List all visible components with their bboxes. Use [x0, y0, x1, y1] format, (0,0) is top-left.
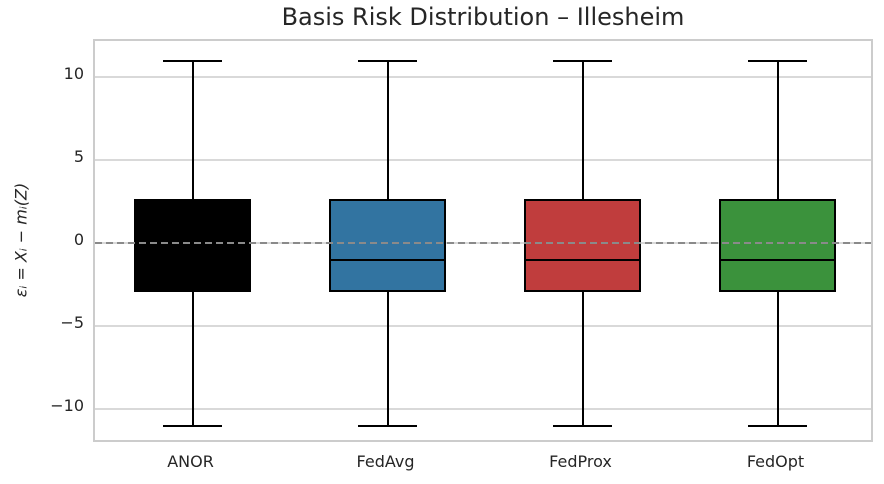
- whisker-cap-bottom: [553, 424, 612, 427]
- box-rect-ANOR: [134, 198, 251, 293]
- whisker-cap-bottom: [163, 424, 222, 427]
- y-tick-label: 10: [63, 64, 84, 84]
- plot-area: [93, 39, 873, 442]
- box-rect-FedProx: [524, 198, 641, 293]
- box-rect-FedAvg: [329, 198, 446, 293]
- gridline: [95, 159, 871, 162]
- chart-title: Basis Risk Distribution – Illesheim: [281, 3, 685, 31]
- y-tick-label: 0: [73, 230, 84, 250]
- box-rect-FedOpt: [719, 198, 836, 293]
- x-tick-label-FedOpt: FedOpt: [746, 452, 805, 471]
- whisker-cap-top: [553, 59, 612, 62]
- y-tick-label: −5: [60, 313, 84, 333]
- gridline: [95, 325, 871, 328]
- whisker-cap-bottom: [358, 424, 417, 427]
- gridline: [95, 76, 871, 79]
- median-line-FedProx: [524, 258, 641, 261]
- x-tick-label-FedProx: FedProx: [549, 452, 612, 471]
- zero-dashed-line: [95, 242, 871, 245]
- median-line-FedAvg: [329, 258, 446, 261]
- y-tick-label: 5: [73, 147, 84, 167]
- gridline: [95, 408, 871, 411]
- y-tick-label: −10: [50, 396, 84, 416]
- whisker-cap-top: [358, 59, 417, 62]
- whisker-cap-bottom: [748, 424, 807, 427]
- x-tick-label-ANOR: ANOR: [167, 452, 214, 471]
- median-line-ANOR: [134, 258, 251, 261]
- median-line-FedOpt: [719, 258, 836, 261]
- whisker-cap-top: [748, 59, 807, 62]
- x-tick-label-FedAvg: FedAvg: [356, 452, 415, 471]
- whisker-cap-top: [163, 59, 222, 62]
